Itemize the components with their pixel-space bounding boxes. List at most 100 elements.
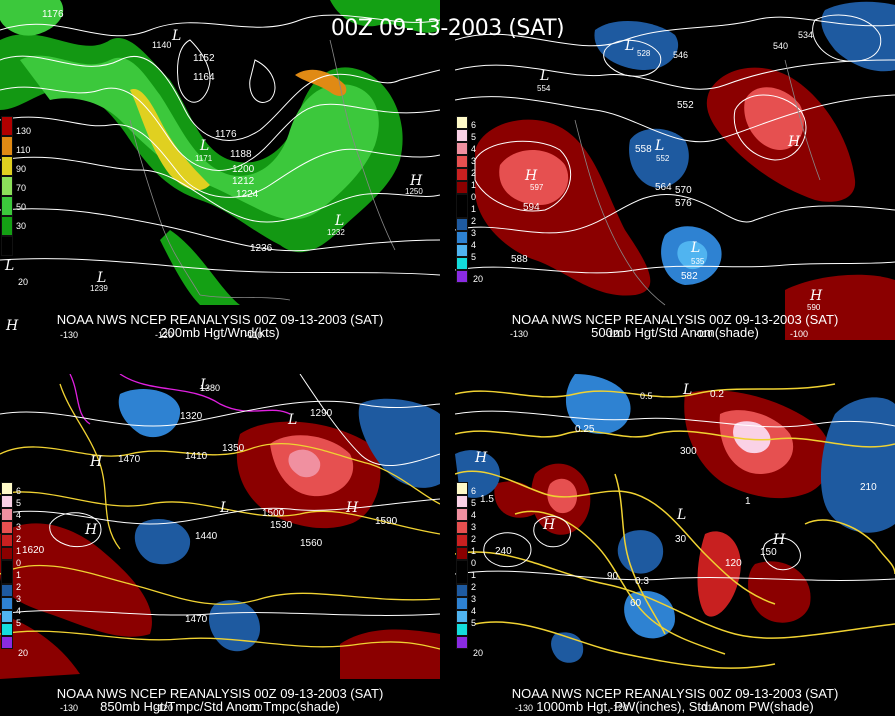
lon-label: -110: [700, 703, 717, 713]
colorbar-label: 3: [16, 522, 22, 532]
panel-caption-field: 200mb Hgt/Wnd(kts): [160, 325, 280, 340]
colorbar-label: 50: [16, 202, 27, 212]
lon-label: -130: [510, 329, 528, 339]
colorbar-label: 3: [471, 156, 477, 166]
contour-label: 1200: [232, 164, 255, 175]
colorbar-label: 4: [16, 606, 22, 616]
colorbar-label: 6: [16, 486, 22, 496]
map-850mb: 1380 1410 1440 1470 1500 1530 1560 1590 …: [0, 374, 440, 713]
colorbar-anomaly: [1, 482, 13, 649]
jet-band-core: [20, 55, 379, 220]
lon-label: -120: [605, 329, 623, 339]
contour-label: 240: [495, 546, 512, 557]
contour-label: 90: [607, 571, 619, 582]
anom-pos-west: [0, 523, 152, 637]
colorbar-label: 2: [16, 582, 22, 592]
contour-label: 1212: [232, 176, 255, 187]
colorbar-label: 1: [16, 570, 22, 580]
anom-pos-sw: [0, 614, 80, 679]
colorbar-label: 3: [471, 522, 477, 532]
low-marker: L: [334, 213, 344, 229]
contour-label: 1590: [375, 516, 398, 527]
contour-label: 1236: [250, 243, 273, 254]
anom-pos-core2: [288, 449, 321, 478]
colorbar-label: 110: [16, 145, 31, 155]
contour-label: 597: [530, 183, 544, 192]
colorbar-label: 3: [471, 228, 477, 238]
high-marker: H: [5, 318, 19, 334]
colorbar-label: 5: [471, 498, 477, 508]
colorbar-label: 130: [16, 126, 32, 136]
contour-label: 1250: [405, 187, 423, 196]
panel-1000mb: 0.5 0.25 1.5 1 30 60 90 120 150 210 240 …: [455, 374, 895, 714]
contour-label: 1188: [230, 149, 252, 160]
colorbar-label: 1: [471, 546, 477, 556]
contour-label: 1: [745, 496, 751, 507]
colorbar-label: 90: [16, 164, 27, 174]
page-title: 00Z 09-13-2003 (SAT): [330, 16, 565, 41]
lon-label: -120: [155, 330, 173, 340]
jet-band-south: [160, 230, 240, 305]
map-1000mb: 0.5 0.25 1.5 1 30 60 90 120 150 210 240 …: [455, 374, 895, 713]
contour-label: 60: [630, 598, 642, 609]
contour-label: 0.25: [575, 424, 595, 435]
panel-500mb: 534 540 546 552 558 564 570 576 582 588 …: [455, 0, 895, 340]
cold-contours: [69, 374, 291, 425]
contour-label: 1.5: [480, 494, 494, 505]
anom-pos-east-core: [744, 87, 804, 150]
low-marker: L: [682, 382, 692, 398]
panel-caption-field: 500mb Hgt/Std Anom(shade): [591, 325, 759, 340]
low-marker: L: [539, 68, 549, 84]
contour-label: 564: [655, 182, 672, 193]
low-marker: L: [690, 240, 700, 256]
contour-label: 1140: [152, 40, 171, 50]
lat-label: 20: [473, 274, 483, 284]
contour-label: 552: [656, 154, 670, 163]
colorbar-label: 1: [471, 570, 477, 580]
contour-label: 1290: [310, 408, 333, 419]
panel-850mb: 1380 1410 1440 1470 1500 1530 1560 1590 …: [0, 374, 440, 714]
contour-label: 594: [523, 202, 540, 213]
contour-label: 576: [675, 198, 692, 209]
contour-label: 1470: [118, 454, 141, 465]
colorbar-label: 70: [16, 183, 27, 193]
colorbar-label: 5: [16, 618, 22, 628]
anom-neg-mid: [134, 519, 191, 565]
height-contours: [455, 410, 895, 581]
anom-neg-ne: [821, 1, 895, 72]
contour-label: 1239: [90, 284, 108, 293]
contour-label: 0.2: [710, 389, 724, 400]
contour-label: 534: [798, 30, 813, 40]
contour-label: 150: [760, 547, 777, 558]
contour-label: 1620: [22, 545, 45, 556]
jet-band-max2: [295, 69, 347, 96]
anom-pos-west-core: [499, 150, 569, 205]
contour-label: 1171: [195, 154, 213, 163]
colorbar-label: 4: [471, 606, 477, 616]
coastlines: [129, 39, 396, 301]
low-marker: L: [654, 138, 664, 154]
colorbar-label: 3: [16, 594, 22, 604]
low-marker: L: [96, 270, 106, 286]
contour-label: 0.3: [635, 576, 649, 587]
contour-label: 120: [725, 558, 742, 569]
colorbar-label: 6: [471, 120, 477, 130]
anom-pos-se: [748, 561, 811, 623]
anom-pos-core2: [733, 421, 771, 454]
contour-label: 300: [680, 446, 697, 457]
high-marker: H: [89, 454, 103, 470]
high-marker: H: [474, 450, 488, 466]
contour-label: 1320: [180, 411, 203, 422]
contour-label: 210: [860, 482, 877, 493]
contour-label: 546: [673, 50, 688, 60]
anom-pos-se: [340, 629, 440, 679]
high-marker: H: [345, 500, 359, 516]
panel-200mb: 1176 1140 1152 1164 1176 1188 1200 1212 …: [0, 0, 440, 340]
colorbar-label: 2: [471, 216, 477, 226]
lon-label: -120: [610, 703, 628, 713]
colorbar-label: 0: [471, 192, 477, 202]
high-marker: H: [524, 168, 538, 184]
contour-label: 1164: [193, 72, 215, 83]
lat-label: 20: [473, 648, 483, 658]
anom-neg-ne: [820, 397, 895, 533]
